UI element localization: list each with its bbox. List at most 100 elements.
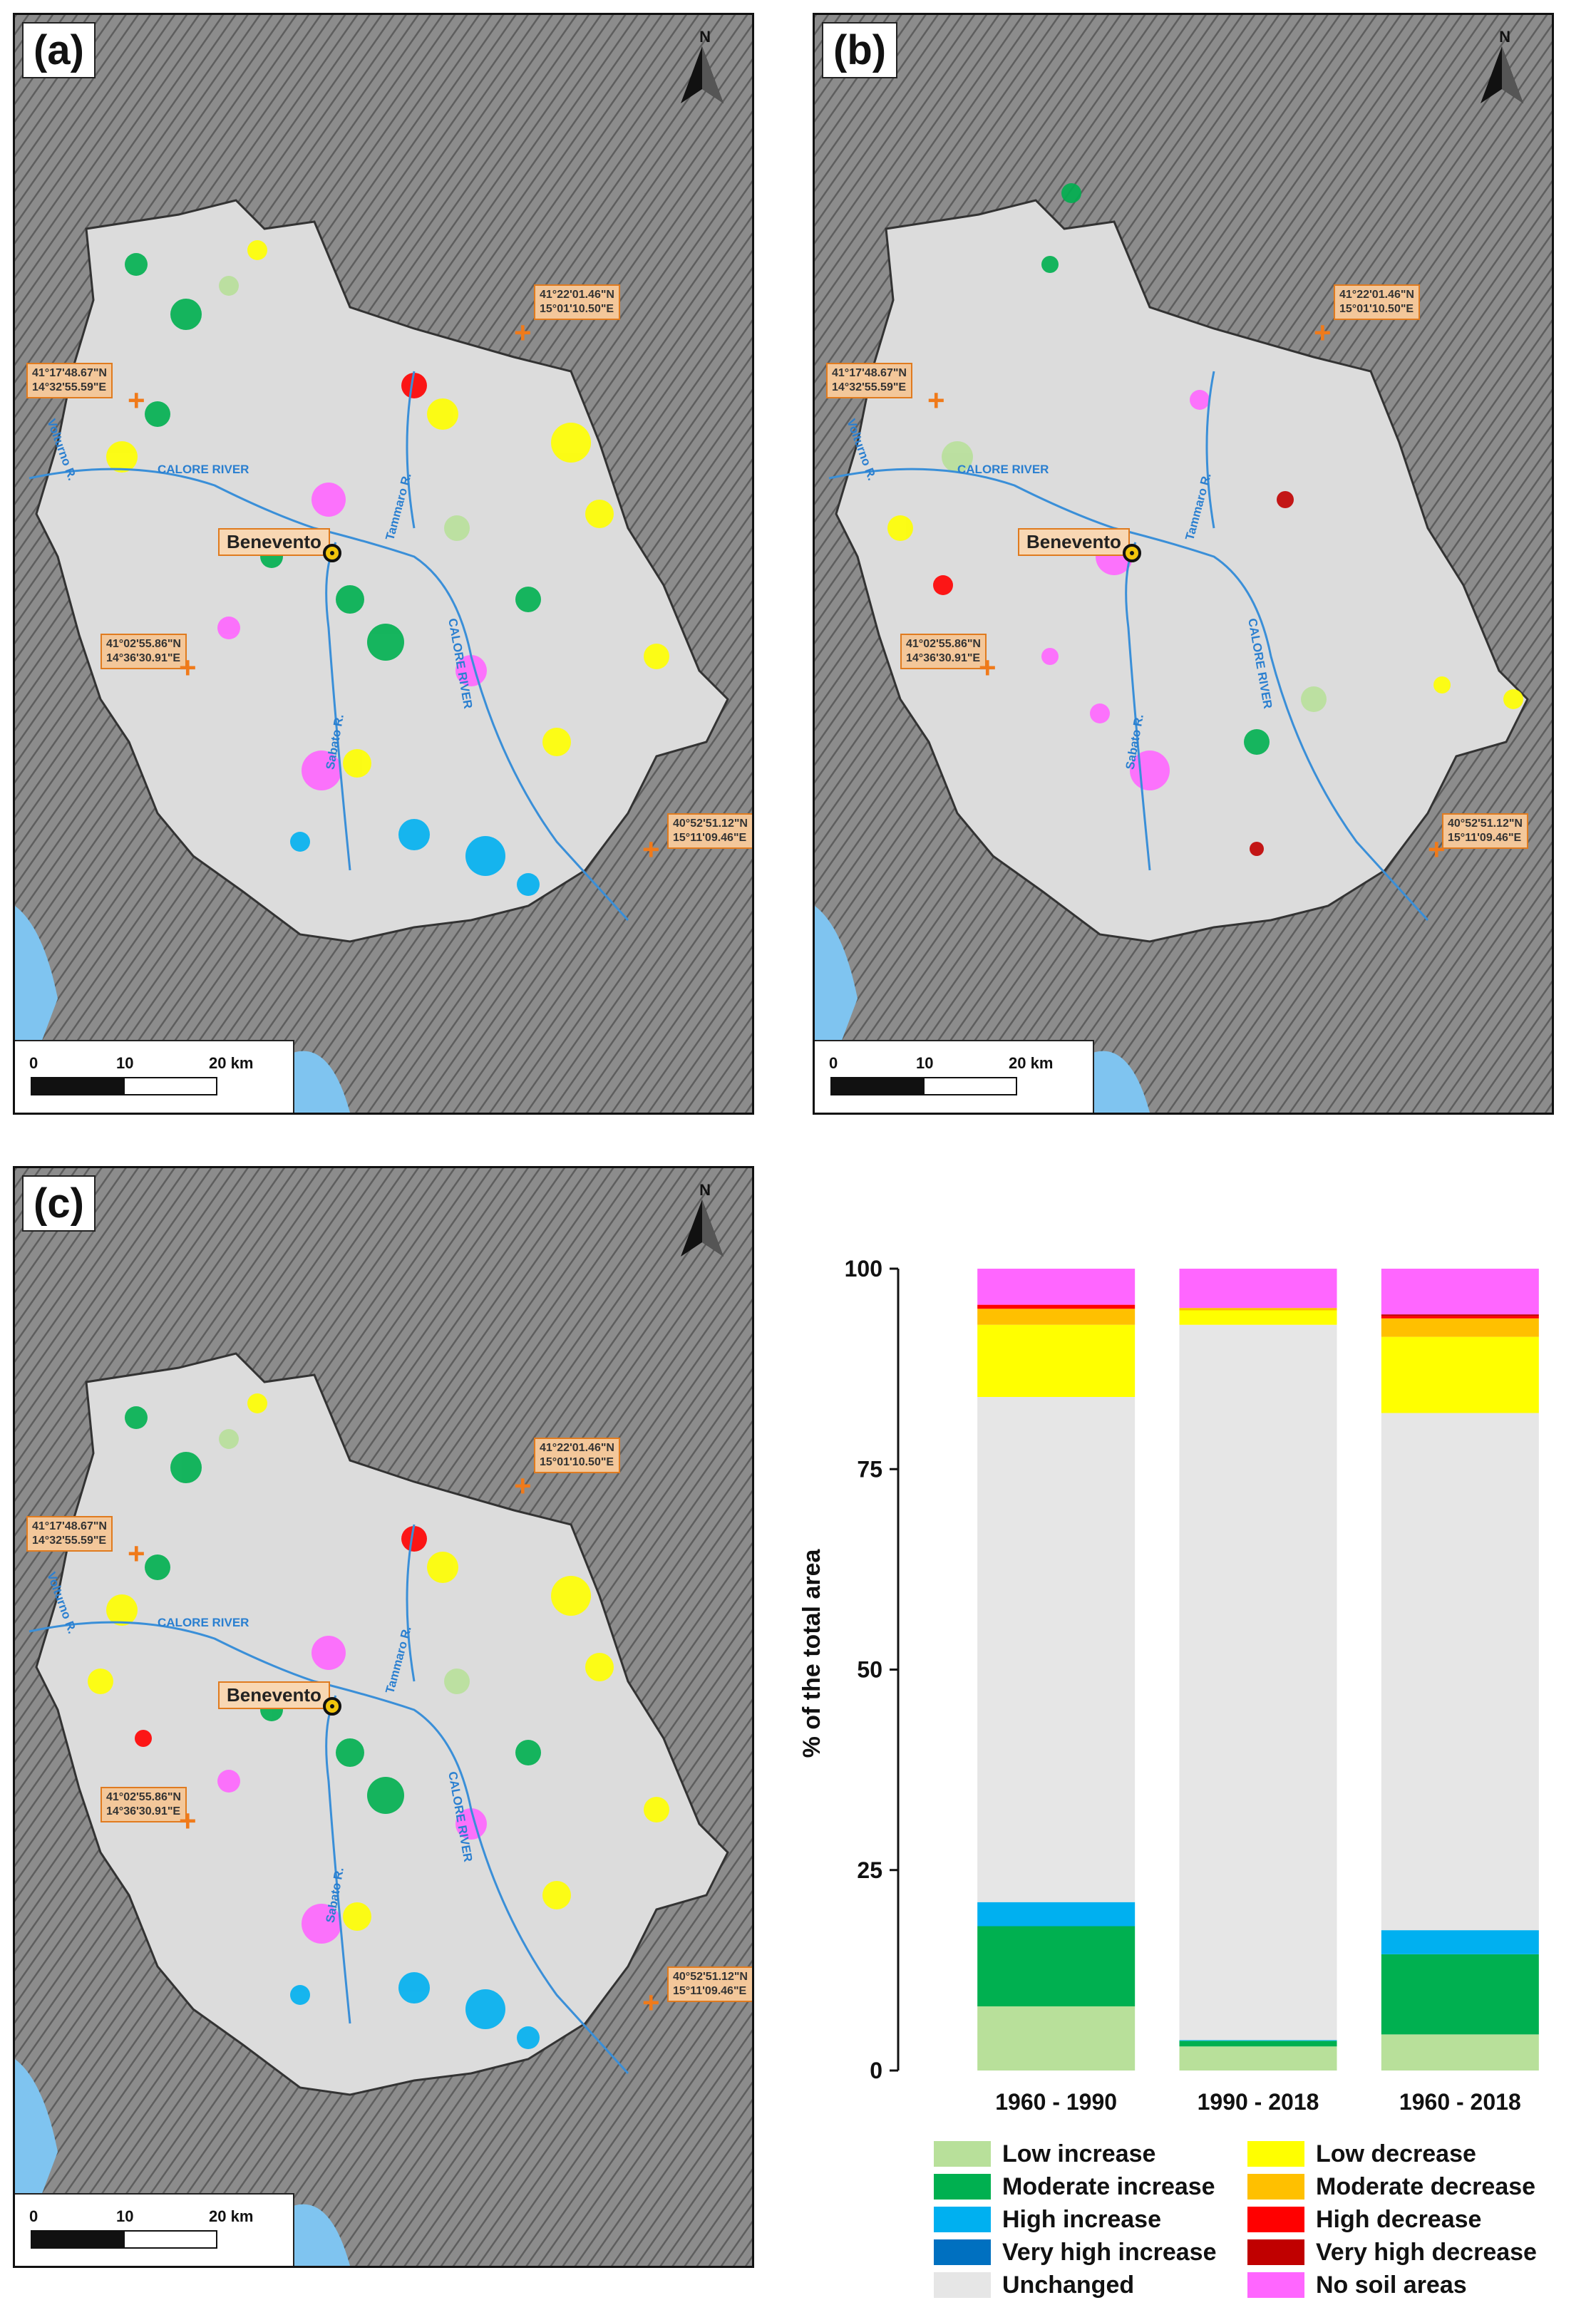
coord-marker-icon: + xyxy=(979,651,997,684)
panel-label: (c) xyxy=(22,1175,96,1232)
legend-swatch xyxy=(1247,2174,1304,2200)
x-tick-label: 1960 - 2018 xyxy=(1399,2089,1521,2115)
legend-swatch xyxy=(1247,2272,1304,2298)
coord-label: 40°52'51.12"N 15°11'09.46"E xyxy=(667,1966,752,2002)
bar-segment xyxy=(977,2006,1136,2071)
coord-marker-icon: + xyxy=(642,832,660,866)
north-label: N xyxy=(1499,28,1510,46)
change-patches xyxy=(106,240,669,896)
stacked-bar-chart: 0 25 50 75 100 1960 - 1990 1990 - 2018 1960 - 2… xyxy=(798,1256,1539,2115)
coord-label: 41°02'55.86"N 14°36'30.91"E xyxy=(101,1787,187,1822)
scale-label: 10 xyxy=(116,1054,134,1072)
scale-bar: 0 10 20 km xyxy=(15,2193,294,2266)
legend-item: Moderate decrease xyxy=(1247,2171,1535,2202)
river-label: CALORE RIVER xyxy=(158,1616,249,1629)
coord-marker-icon: + xyxy=(514,316,532,349)
scale-segment xyxy=(923,1077,1017,1095)
legend-label: High increase xyxy=(1002,2205,1161,2233)
map-c-terrain xyxy=(15,1168,752,2266)
scale-segment xyxy=(123,2230,217,2249)
scale-label: 0 xyxy=(829,1054,838,1072)
bar-segment xyxy=(1381,1316,1539,1319)
legend-swatch xyxy=(934,2141,991,2167)
coord-label: 41°02'55.86"N 14°36'30.91"E xyxy=(101,634,187,669)
x-tick-label: 1990 - 2018 xyxy=(1198,2089,1319,2115)
y-tick-label: 75 xyxy=(857,1456,882,1482)
bar-segment xyxy=(1381,2034,1539,2071)
city-label: Benevento xyxy=(1018,528,1130,556)
scale-label: 0 xyxy=(29,2207,38,2225)
bar-segment xyxy=(1179,2040,1337,2041)
bar-segment xyxy=(1381,1954,1539,2035)
city-marker-icon xyxy=(1123,544,1141,562)
bar-segment xyxy=(977,1324,1136,1397)
bar-segment xyxy=(1179,2046,1337,2071)
scale-segment xyxy=(830,1077,925,1095)
y-tick-label: 50 xyxy=(857,1657,882,1683)
coord-label: 40°52'51.12"N 15°11'09.46"E xyxy=(667,813,752,849)
legend-label: Low decrease xyxy=(1316,2140,1476,2167)
coord-marker-icon: + xyxy=(514,1469,532,1502)
scale-bar: 0 10 20 km xyxy=(815,1040,1094,1113)
bar-segment xyxy=(977,1269,1136,1305)
north-label: N xyxy=(699,28,711,46)
legend-swatch xyxy=(934,2239,991,2265)
x-tick-label: 1960 - 1990 xyxy=(995,2089,1117,2115)
river-label: CALORE RIVER xyxy=(158,463,249,476)
map-panel-c: (c) N 41°22'01.46"N 15°01'10.50"E + 41°1… xyxy=(13,1166,754,2268)
legend-item: Very high increase xyxy=(934,2237,1217,2268)
north-label: N xyxy=(699,1181,711,1199)
bar-segment xyxy=(977,1397,1136,1902)
scale-bar: 0 10 20 km xyxy=(15,1040,294,1113)
bar-segment xyxy=(1381,1413,1539,1931)
legend-swatch xyxy=(1247,2239,1304,2265)
coord-marker-icon: + xyxy=(128,383,145,417)
legend-label: Moderate decrease xyxy=(1316,2172,1536,2200)
legend-item: Very high decrease xyxy=(1247,2237,1537,2268)
y-tick-label: 0 xyxy=(870,2058,882,2083)
coord-label: 41°22'01.46"N 15°01'10.50"E xyxy=(534,1438,620,1473)
map-panel-b: (b) N 41°22'01.46"N 15°01'10.50"E + 41°1… xyxy=(813,13,1554,1115)
basin-outline xyxy=(35,199,729,943)
city-marker-icon xyxy=(323,544,341,562)
coord-label: 41°22'01.46"N 15°01'10.50"E xyxy=(534,284,620,320)
legend-swatch xyxy=(1247,2141,1304,2167)
legend-label: Moderate increase xyxy=(1002,2172,1215,2200)
coord-marker-icon: + xyxy=(642,1986,660,2019)
coord-marker-icon: + xyxy=(128,1537,145,1570)
legend-item: Low decrease xyxy=(1247,2138,1476,2170)
scale-segment xyxy=(31,2230,125,2249)
legend-item: Moderate increase xyxy=(934,2171,1215,2202)
legend-item: High increase xyxy=(934,2204,1161,2235)
north-arrow-icon xyxy=(1481,46,1523,103)
river-label: CALORE RIVER xyxy=(957,463,1049,476)
coord-marker-icon: + xyxy=(927,383,945,417)
bar-segment xyxy=(1381,1269,1539,1315)
legend-item: Unchanged xyxy=(934,2269,1134,2301)
bar-segment xyxy=(977,1309,1136,1325)
coord-marker-icon: + xyxy=(179,1804,197,1837)
legend-swatch xyxy=(934,2174,991,2200)
bar-segment xyxy=(1179,1310,1337,1325)
map-a-terrain xyxy=(15,15,752,1113)
bar-segment xyxy=(1381,1930,1539,1954)
city-label: Benevento xyxy=(218,528,330,556)
panel-label: (b) xyxy=(822,22,898,78)
legend-item: High decrease xyxy=(1247,2204,1481,2235)
coord-marker-icon: + xyxy=(1314,316,1332,349)
y-tick-label: 25 xyxy=(857,1857,882,1883)
north-arrow-icon xyxy=(681,1200,724,1257)
bar-segment xyxy=(1179,1269,1337,1309)
bar-segment xyxy=(1381,1336,1539,1413)
bar-segment xyxy=(1179,2041,1337,2047)
legend-label: No soil areas xyxy=(1316,2271,1467,2299)
y-axis-label: % of the total area xyxy=(798,1548,825,1758)
scale-label: 10 xyxy=(916,1054,934,1072)
legend-label: High decrease xyxy=(1316,2205,1482,2233)
bar-segment xyxy=(977,1926,1136,2006)
legend-swatch xyxy=(934,2272,991,2298)
coord-label: 41°17'48.67"N 14°32'55.59"E xyxy=(26,1516,113,1552)
scale-label: 20 km xyxy=(209,1054,254,1072)
legend-label: Very high increase xyxy=(1002,2238,1217,2266)
city-marker-icon xyxy=(323,1697,341,1716)
